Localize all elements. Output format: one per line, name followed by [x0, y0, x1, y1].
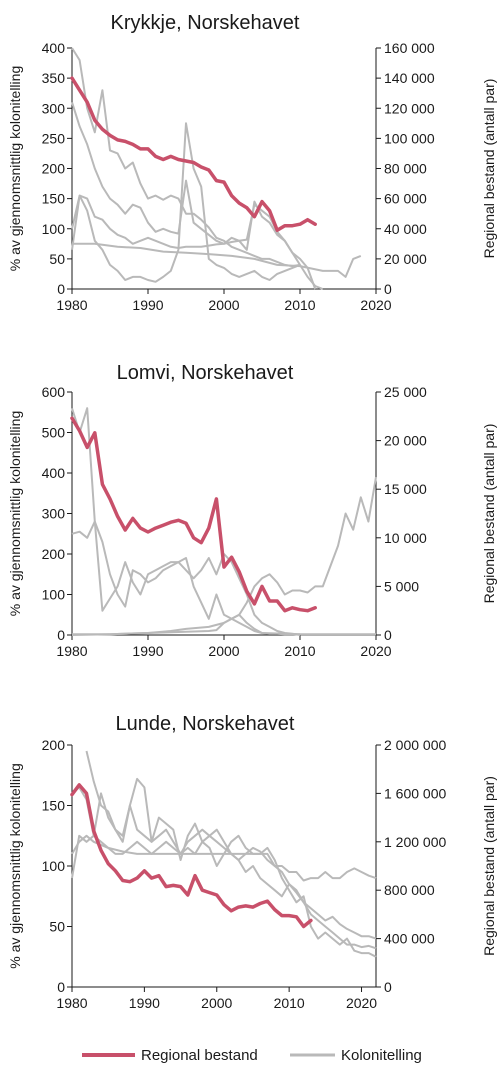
y-right-tick-label: 60 000	[384, 191, 427, 207]
y-left-tick-label: 200	[42, 546, 66, 562]
x-tick-label: 1980	[56, 643, 87, 659]
y-left-tick-label: 0	[57, 627, 65, 643]
y-left-tick-label: 250	[42, 130, 66, 146]
x-tick-label: 2020	[346, 995, 377, 1011]
x-tick-label: 1990	[132, 297, 163, 313]
y-left-tick-label: 100	[42, 221, 66, 237]
chart-title: Lunde, Norskehavet	[115, 713, 294, 735]
colony-series-line	[71, 407, 301, 636]
colony-series-line	[71, 786, 377, 940]
x-tick-label: 2010	[284, 643, 315, 659]
y-left-tick-label: 300	[42, 506, 66, 522]
x-tick-label: 1980	[56, 297, 87, 313]
y-right-tick-label: 20 000	[384, 433, 427, 449]
y-left-tick-label: 400	[42, 465, 66, 481]
y-left-tick-label: 100	[42, 858, 66, 874]
y-right-tick-label: 2 000 000	[384, 737, 446, 753]
y-left-tick-label: 150	[42, 798, 66, 814]
x-tick-label: 1990	[132, 643, 163, 659]
x-tick-label: 2000	[208, 297, 239, 313]
y-right-tick-label: 1 600 000	[384, 785, 446, 801]
chart-title: Krykkje, Norskehavet	[111, 12, 300, 34]
x-tick-label: 2010	[274, 995, 305, 1011]
y-right-tick-label: 1 200 000	[384, 834, 446, 850]
x-tick-label: 2000	[208, 643, 239, 659]
y-right-tick-label: 80 000	[384, 161, 427, 177]
y-left-tick-label: 50	[49, 919, 65, 935]
y-right-axis-label: Regional bestand (antall par)	[481, 79, 497, 259]
y-left-tick-label: 150	[42, 191, 66, 207]
y-right-tick-label: 0	[384, 979, 392, 995]
colony-series-line	[72, 476, 377, 636]
x-tick-label: 2020	[360, 297, 391, 313]
y-left-tick-label: 600	[42, 384, 66, 400]
y-right-tick-label: 100 000	[384, 130, 435, 146]
y-left-tick-label: 500	[42, 425, 66, 441]
y-right-tick-label: 5 000	[384, 578, 419, 594]
colony-series-line	[85, 750, 377, 950]
y-left-tick-label: 0	[57, 281, 65, 297]
x-tick-label: 2010	[284, 297, 315, 313]
x-tick-label: 2020	[360, 643, 391, 659]
y-right-tick-label: 160 000	[384, 40, 435, 56]
y-right-tick-label: 10 000	[384, 530, 427, 546]
colony-series-line	[71, 834, 377, 882]
colony-series-line	[72, 242, 362, 278]
y-right-tick-label: 120 000	[384, 100, 435, 116]
y-left-tick-label: 400	[42, 40, 66, 56]
legend-label-regional: Regional bestand	[141, 1047, 258, 1064]
y-left-tick-label: 350	[42, 70, 66, 86]
x-tick-label: 1990	[129, 995, 160, 1011]
regional-series-line	[70, 76, 317, 233]
legend: Regional bestand Kolonitelling	[82, 1047, 422, 1064]
y-left-tick-label: 300	[42, 100, 66, 116]
colony-series-line	[71, 101, 324, 290]
colony-series-line	[71, 47, 301, 268]
colony-series-line	[71, 520, 300, 636]
legend-label-colony: Kolonitelling	[341, 1047, 422, 1064]
x-tick-label: 1980	[56, 995, 87, 1011]
y-right-tick-label: 400 000	[384, 931, 435, 947]
y-right-tick-label: 15 000	[384, 481, 427, 497]
y-right-tick-label: 140 000	[384, 70, 435, 86]
y-right-tick-label: 0	[384, 281, 392, 297]
y-right-axis-label: Regional bestand (antall par)	[481, 776, 497, 956]
x-tick-label: 2000	[201, 995, 232, 1011]
regional-series-line	[70, 783, 313, 929]
y-left-axis-label: % av gjennomsnittlig kolonitelling	[7, 66, 23, 271]
colony-series-line	[71, 122, 301, 283]
y-left-tick-label: 50	[49, 251, 65, 267]
colony-series-line	[71, 194, 317, 290]
y-right-tick-label: 25 000	[384, 384, 427, 400]
y-left-tick-label: 200	[42, 161, 66, 177]
y-right-tick-label: 40 000	[384, 221, 427, 237]
y-left-axis-label: % av gjennomsnittlig kolonitelling	[7, 763, 23, 968]
y-right-tick-label: 20 000	[384, 251, 427, 267]
chart-title: Lomvi, Norskehavet	[117, 362, 294, 384]
y-left-tick-label: 0	[57, 979, 65, 995]
y-left-axis-label: % av gjennomsnittlig kolonitelling	[7, 411, 23, 616]
y-right-axis-label: Regional bestand (antall par)	[481, 424, 497, 604]
regional-series-line	[70, 416, 317, 613]
y-right-tick-label: 0	[384, 627, 392, 643]
colony-series-line	[71, 613, 376, 636]
y-left-tick-label: 100	[42, 587, 66, 603]
y-left-tick-label: 200	[42, 737, 66, 753]
y-right-tick-label: 800 000	[384, 882, 435, 898]
